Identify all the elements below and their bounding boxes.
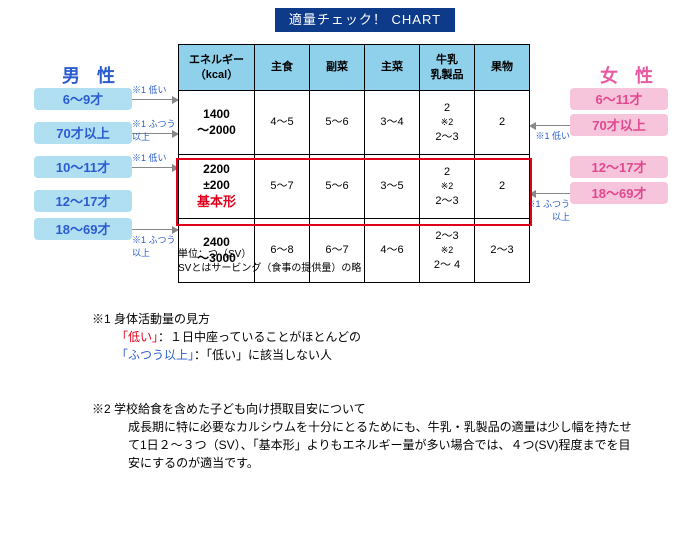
table-header-row: エネルギー （kcal） 主食 副菜 主菜 牛乳 乳製品 果物	[179, 45, 530, 91]
arrow: ※1 ふつう 以上	[132, 133, 178, 134]
arrow: ※1 ふつう 以上	[530, 193, 570, 194]
footnote-1: ※1 身体活動量の見方 「低い」：１日中座っていることがほとんどの 「ふつう以上…	[92, 310, 632, 364]
col-energy: エネルギー （kcal）	[179, 45, 255, 91]
col-main: 主菜	[365, 45, 420, 91]
arrow: ※1 ふつう 以上	[132, 229, 178, 230]
female-header: 女 性	[600, 62, 659, 88]
table-row: 1400 ～2000 4～5 5～6 3～4 2※22～3 2	[179, 91, 530, 155]
female-age-pill: 18～69才	[570, 182, 668, 204]
male-age-pill: 6～9才	[34, 88, 132, 110]
arrow: ※1 低い	[132, 167, 178, 168]
col-side: 副菜	[310, 45, 365, 91]
chart-title: 適量チェック！ CHART	[275, 8, 455, 32]
male-header: 男 性	[62, 62, 121, 88]
male-age-pill: 70才以上	[34, 122, 132, 144]
female-age-pill: 6～11才	[570, 88, 668, 110]
arrow: ※1 低い	[530, 125, 570, 126]
col-staple: 主食	[255, 45, 310, 91]
col-fruit: 果物	[475, 45, 530, 91]
male-age-pill: 18～69才	[34, 218, 132, 240]
arrow: ※1 低い	[132, 99, 178, 100]
chart-caption: 単位：つ（SV） SVとはサービング（食事の提供量）の略	[178, 248, 361, 276]
table-row: 2200 ±200基本形 5～7 5～6 3～5 2※22～3 2	[179, 155, 530, 219]
footnote-2: ※2 学校給食を含めた子ども向け摂取目安について 成長期に特に必要なカルシウムを…	[92, 400, 632, 472]
male-age-pill: 12～17才	[34, 190, 132, 212]
female-age-pill: 70才以上	[570, 114, 668, 136]
female-age-pill: 12～17才	[570, 156, 668, 178]
col-milk: 牛乳 乳製品	[420, 45, 475, 91]
male-age-pill: 10～11才	[34, 156, 132, 178]
